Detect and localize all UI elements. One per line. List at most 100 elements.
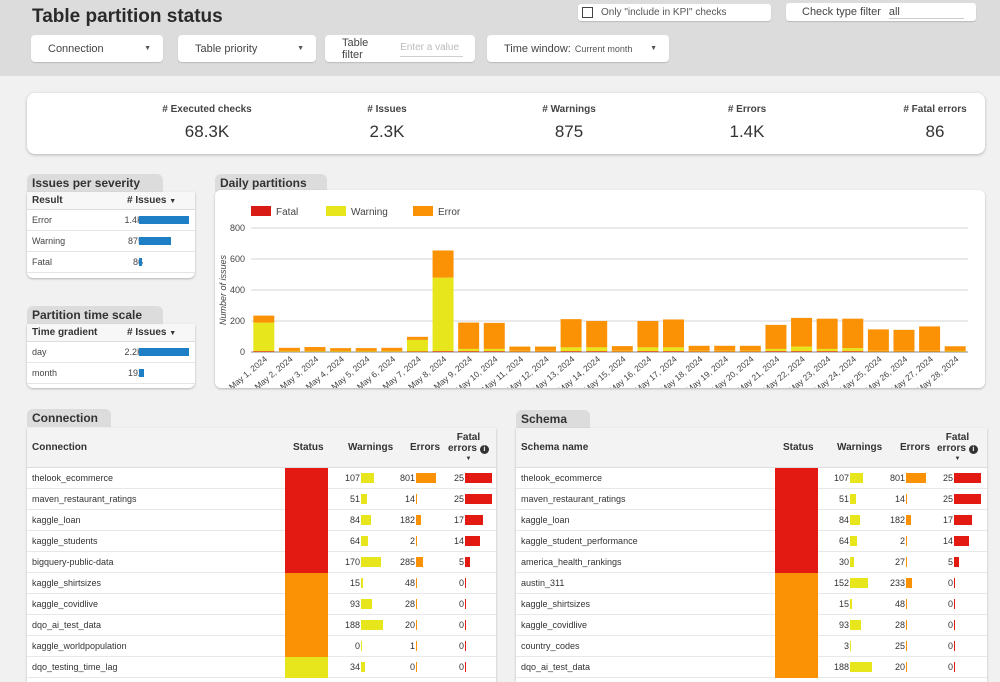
table-row[interactable]: maven_restaurant_ratings 51 14 25 bbox=[516, 489, 987, 510]
table-row[interactable]: bigquery-public-data 170 285 5 bbox=[27, 552, 496, 573]
row-name[interactable]: dqo_testing_time_lag bbox=[32, 662, 118, 672]
connection-dropdown[interactable]: Connection ▼ bbox=[31, 35, 163, 62]
row-value: 2.2K bbox=[124, 347, 143, 357]
errors-value: 1 bbox=[409, 641, 415, 651]
table-filter-input[interactable]: Enter a value bbox=[400, 41, 463, 57]
table-row[interactable]: america_health_rankings 30 27 5 bbox=[516, 552, 987, 573]
row-name[interactable]: america_health_rankings bbox=[521, 557, 622, 567]
result-column-header[interactable]: Result bbox=[32, 195, 63, 206]
row-name[interactable]: austin_311 bbox=[521, 578, 565, 588]
warnings-column-header[interactable]: Warnings bbox=[348, 442, 394, 453]
row-name[interactable]: thelook_ecommerce bbox=[521, 473, 603, 483]
table-row[interactable]: kaggle_loan 84 182 17 bbox=[27, 510, 496, 531]
table-row[interactable]: austin_311 152 233 0 bbox=[516, 573, 987, 594]
time-window-dropdown[interactable]: Time window: Current month ▼ bbox=[487, 35, 669, 62]
table-row[interactable]: kaggle_students 64 2 14 bbox=[27, 531, 496, 552]
bar-segment bbox=[483, 322, 505, 349]
row-name[interactable]: kaggle_student_performance bbox=[521, 536, 638, 546]
bar-segment bbox=[304, 347, 326, 351]
table-row[interactable]: kaggle_student_performance 64 2 14 bbox=[516, 531, 987, 552]
issues-column-header[interactable]: # Issues ▼ bbox=[127, 327, 176, 338]
bar-segment bbox=[893, 329, 915, 351]
checkbox-icon[interactable] bbox=[582, 7, 593, 18]
row-name[interactable]: country_codes bbox=[521, 641, 580, 651]
fatal-bar bbox=[954, 557, 959, 567]
fatal-header-label: errors bbox=[448, 443, 477, 454]
row-label: Error bbox=[32, 215, 52, 225]
table-row[interactable]: thelook_ecommerce 107 801 25 bbox=[27, 468, 496, 489]
table-row[interactable]: maven_restaurant_ratings 51 14 25 bbox=[27, 489, 496, 510]
table-row[interactable]: thelook_ecommerce 107 801 25 bbox=[516, 468, 987, 489]
bar-segment bbox=[663, 347, 685, 352]
table-row[interactable]: country_codes 3 25 0 bbox=[516, 636, 987, 657]
issues-column-header[interactable]: # Issues ▼ bbox=[127, 195, 176, 206]
table-row[interactable]: kaggle_shirtsizes 15 48 0 bbox=[27, 573, 496, 594]
kpi-value: 1.4K bbox=[729, 122, 765, 141]
bar-segment bbox=[919, 326, 941, 351]
info-icon[interactable]: i bbox=[479, 445, 489, 454]
fatal-value: 17 bbox=[942, 515, 953, 525]
row-name[interactable]: kaggle_worldpopulation bbox=[32, 641, 127, 651]
warnings-column-header[interactable]: Warnings bbox=[837, 442, 883, 453]
bar-segment bbox=[791, 351, 813, 352]
row-name[interactable]: kaggle_shirtsizes bbox=[521, 599, 591, 609]
table-row[interactable]: dqo_testing_time_lag 34 0 0 bbox=[27, 657, 496, 678]
fatal-value: 0 bbox=[458, 662, 464, 672]
status-column-header[interactable]: Status bbox=[293, 442, 324, 453]
row-name[interactable]: dqo_ai_test_data bbox=[32, 620, 102, 630]
table-filter[interactable]: Table filter Enter a value bbox=[325, 35, 475, 62]
table-row[interactable]: month 192 bbox=[27, 363, 195, 384]
row-name[interactable]: bigquery-public-data bbox=[32, 557, 114, 567]
table-row[interactable]: dqo_ai_test_data 188 20 0 bbox=[516, 657, 987, 678]
time-gradient-column-header[interactable]: Time gradient bbox=[32, 327, 98, 338]
name-column-header[interactable]: Connection bbox=[32, 442, 87, 453]
status-column-header[interactable]: Status bbox=[783, 442, 814, 453]
row-name[interactable]: kaggle_covidlive bbox=[32, 599, 99, 609]
check-type-input[interactable]: all bbox=[888, 6, 964, 19]
row-name[interactable]: maven_restaurant_ratings bbox=[521, 494, 626, 504]
table-row[interactable]: kaggle_covidlive 93 28 0 bbox=[516, 615, 987, 636]
table-row[interactable]: dqo_ai_test_data 188 20 0 bbox=[27, 615, 496, 636]
bar-segment bbox=[458, 348, 480, 352]
check-type-filter[interactable]: Check type filter all bbox=[786, 3, 976, 21]
fatal-bar bbox=[954, 662, 955, 672]
table-row[interactable]: kaggle_covidlive 93 28 0 bbox=[27, 594, 496, 615]
table-row[interactable]: day 2.2K bbox=[27, 342, 195, 363]
errors-value: 48 bbox=[404, 578, 415, 588]
errors-column-header[interactable]: Errors bbox=[410, 442, 441, 453]
bar-segment bbox=[560, 319, 582, 348]
row-name[interactable]: kaggle_loan bbox=[521, 515, 570, 525]
status-cell bbox=[285, 552, 328, 573]
bar-segment bbox=[739, 345, 761, 351]
row-name[interactable]: kaggle_students bbox=[32, 536, 98, 546]
table-priority-label: Table priority bbox=[195, 42, 258, 55]
connection-table: Connection Status Warnings Errors Fatal error… bbox=[27, 428, 496, 682]
warnings-value: 30 bbox=[838, 557, 849, 567]
bar-segment bbox=[944, 350, 966, 352]
row-name[interactable]: maven_restaurant_ratings bbox=[32, 494, 137, 504]
bar-segment bbox=[253, 351, 275, 352]
status-cell bbox=[775, 468, 818, 489]
info-icon[interactable]: i bbox=[968, 445, 978, 454]
row-name[interactable]: dqo_ai_test_data bbox=[521, 662, 591, 672]
row-name[interactable]: kaggle_loan bbox=[32, 515, 81, 525]
table-row[interactable]: kaggle_loan 84 182 17 bbox=[516, 510, 987, 531]
include-in-kpi-checkbox[interactable]: Only "include in KPI" checks bbox=[578, 4, 771, 21]
row-label: Fatal bbox=[32, 257, 53, 267]
table-row[interactable]: Error 1.4K bbox=[27, 210, 195, 231]
row-name[interactable]: kaggle_shirtsizes bbox=[32, 578, 102, 588]
errors-column-header[interactable]: Errors bbox=[900, 442, 931, 453]
row-label: Warning bbox=[32, 236, 66, 246]
table-row[interactable]: kaggle_shirtsizes 15 48 0 bbox=[516, 594, 987, 615]
row-name[interactable]: thelook_ecommerce bbox=[32, 473, 114, 483]
table-row[interactable]: Warning 875 bbox=[27, 231, 195, 252]
table-row[interactable]: Fatal 86 bbox=[27, 252, 195, 273]
fatal-bar bbox=[465, 536, 480, 546]
fatal-errors-column-header[interactable]: Fatal errors i ▼ bbox=[937, 432, 978, 465]
table-row[interactable]: kaggle_worldpopulation 0 1 0 bbox=[27, 636, 496, 657]
name-column-header[interactable]: Schema name bbox=[521, 442, 589, 453]
table-filter-label: Table filter bbox=[342, 36, 369, 61]
row-name[interactable]: kaggle_covidlive bbox=[521, 620, 588, 630]
table-priority-dropdown[interactable]: Table priority ▼ bbox=[178, 35, 316, 62]
fatal-errors-column-header[interactable]: Fatal errors i ▼ bbox=[448, 432, 489, 465]
